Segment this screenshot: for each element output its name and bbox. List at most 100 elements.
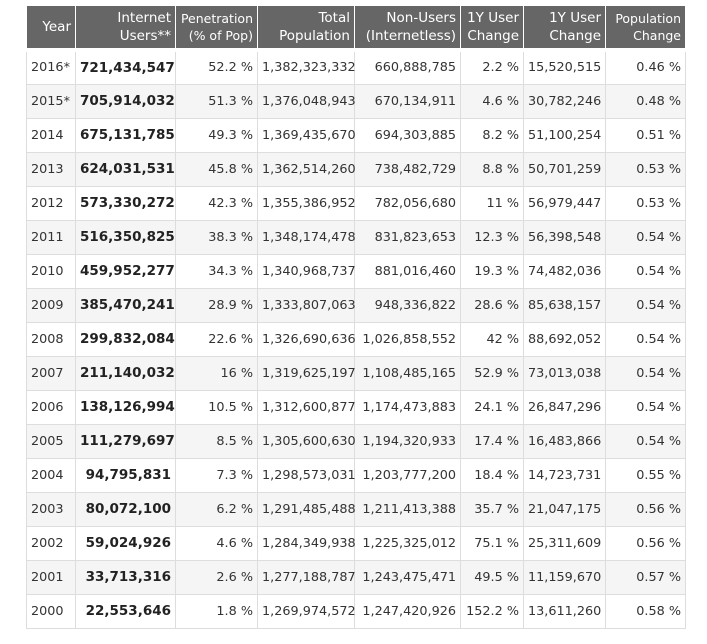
non-users-cell: 1,243,475,471 — [354, 559, 461, 595]
internet-users-table: Year Internet Users** Penetration (% of Pop)… — [26, 6, 686, 629]
non-users-cell: 738,482,729 — [354, 151, 461, 187]
internet-users-cell: 94,795,831 — [75, 457, 176, 493]
header-line: Population — [279, 28, 350, 44]
total-population-cell: 1,355,386,952 — [257, 185, 356, 221]
total-population-cell: 1,326,690,636 — [257, 321, 356, 357]
year-cell: 2006 — [26, 389, 76, 425]
total-population-cell: 1,298,573,031 — [257, 457, 356, 493]
header-line: Year — [42, 19, 71, 35]
header-line: (% of Pop) — [188, 28, 253, 43]
internet-users-cell: 624,031,531 — [75, 151, 176, 187]
non-users-cell: 1,174,473,883 — [354, 389, 461, 425]
header-line: Change — [467, 28, 519, 44]
population-change-cell: 0.56 % — [605, 525, 686, 561]
user-change-cell: 73,013,038 — [523, 355, 606, 391]
population-change-cell: 0.54 % — [605, 219, 686, 255]
table-row: 2007 211,140,032 16 % 1,319,625,197 1,108,48… — [26, 355, 686, 391]
population-change-cell: 0.53 % — [605, 151, 686, 187]
internet-users-cell: 721,434,547 — [75, 48, 176, 85]
table-row: 2014 675,131,785 49.3 % 1,369,435,670 694,30… — [26, 117, 686, 153]
header-total-population: Total Population — [257, 6, 355, 51]
user-change-cell: 85,638,157 — [523, 287, 606, 323]
total-population-cell: 1,312,600,877 — [257, 389, 356, 425]
year-cell: 2012 — [26, 185, 76, 221]
penetration-cell: 22.6 % — [175, 321, 258, 357]
penetration-cell: 10.5 % — [175, 389, 258, 425]
non-users-cell: 660,888,785 — [354, 48, 461, 85]
total-population-cell: 1,382,323,332 — [257, 48, 356, 85]
year-cell: 2005 — [26, 423, 76, 459]
user-change-cell: 21,047,175 — [523, 491, 606, 527]
non-users-cell: 1,247,420,926 — [354, 593, 461, 629]
internet-users-cell: 299,832,084 — [75, 321, 176, 357]
year-cell: 2002 — [26, 525, 76, 561]
user-change-pct-cell: 8.2 % — [460, 117, 524, 153]
table-row: 2002 59,024,926 4.6 % 1,284,349,938 1,225,32… — [26, 525, 686, 561]
user-change-cell: 16,483,866 — [523, 423, 606, 459]
user-change-cell: 15,520,515 — [523, 48, 606, 85]
user-change-pct-cell: 12.3 % — [460, 219, 524, 255]
year-cell: 2014 — [26, 117, 76, 153]
internet-users-cell: 138,126,994 — [75, 389, 176, 425]
non-users-cell: 1,225,325,012 — [354, 525, 461, 561]
table-body: 2016* 721,434,547 52.2 % 1,382,323,332 660,8… — [26, 48, 686, 629]
total-population-cell: 1,277,188,787 — [257, 559, 356, 595]
user-change-cell: 14,723,731 — [523, 457, 606, 493]
user-change-pct-cell: 18.4 % — [460, 457, 524, 493]
table-row: 2011 516,350,825 38.3 % 1,348,174,478 831,82… — [26, 219, 686, 255]
year-cell: 2009 — [26, 287, 76, 323]
penetration-cell: 34.3 % — [175, 253, 258, 289]
penetration-cell: 1.8 % — [175, 593, 258, 629]
non-users-cell: 782,056,680 — [354, 185, 461, 221]
total-population-cell: 1,305,600,630 — [257, 423, 356, 459]
user-change-pct-cell: 4.6 % — [460, 83, 524, 119]
non-users-cell: 1,211,413,388 — [354, 491, 461, 527]
non-users-cell: 670,134,911 — [354, 83, 461, 119]
header-line: Users** — [119, 28, 171, 44]
population-change-cell: 0.54 % — [605, 287, 686, 323]
total-population-cell: 1,369,435,670 — [257, 117, 356, 153]
user-change-pct-cell: 19.3 % — [460, 253, 524, 289]
non-users-cell: 1,194,320,933 — [354, 423, 461, 459]
header-line: Non-Users — [386, 10, 456, 26]
year-cell: 2004 — [26, 457, 76, 493]
internet-users-cell: 22,553,646 — [75, 593, 176, 629]
header-line: 1Y User — [549, 10, 601, 26]
internet-users-cell: 33,713,316 — [75, 559, 176, 595]
total-population-cell: 1,333,807,063 — [257, 287, 356, 323]
population-change-cell: 0.46 % — [605, 48, 686, 85]
table-row: 2016* 721,434,547 52.2 % 1,382,323,332 660,8… — [26, 48, 686, 85]
header-line: Internet — [117, 10, 171, 26]
table-row: 2012 573,330,272 42.3 % 1,355,386,952 782,05… — [26, 185, 686, 221]
internet-users-cell: 385,470,241 — [75, 287, 176, 323]
population-change-cell: 0.57 % — [605, 559, 686, 595]
penetration-cell: 6.2 % — [175, 491, 258, 527]
header-line: 1Y User — [467, 10, 519, 26]
population-change-cell: 0.53 % — [605, 185, 686, 221]
population-change-cell: 0.54 % — [605, 355, 686, 391]
internet-users-cell: 516,350,825 — [75, 219, 176, 255]
non-users-cell: 1,203,777,200 — [354, 457, 461, 493]
user-change-cell: 51,100,254 — [523, 117, 606, 153]
penetration-cell: 7.3 % — [175, 457, 258, 493]
table-row: 2004 94,795,831 7.3 % 1,298,573,031 1,203,77… — [26, 457, 686, 493]
total-population-cell: 1,284,349,938 — [257, 525, 356, 561]
penetration-cell: 42.3 % — [175, 185, 258, 221]
total-population-cell: 1,269,974,572 — [257, 593, 356, 629]
non-users-cell: 831,823,653 — [354, 219, 461, 255]
table-header-row: Year Internet Users** Penetration (% of Pop)… — [26, 6, 686, 51]
header-non-users: Non-Users (Internetless) — [354, 6, 461, 51]
user-change-pct-cell: 42 % — [460, 321, 524, 357]
penetration-cell: 49.3 % — [175, 117, 258, 153]
user-change-pct-cell: 8.8 % — [460, 151, 524, 187]
user-change-cell: 56,398,548 — [523, 219, 606, 255]
year-cell: 2011 — [26, 219, 76, 255]
header-line: Total — [318, 10, 350, 26]
user-change-cell: 30,782,246 — [523, 83, 606, 119]
internet-users-cell: 211,140,032 — [75, 355, 176, 391]
table-row: 2015* 705,914,032 51.3 % 1,376,048,943 670,1… — [26, 83, 686, 119]
non-users-cell: 694,303,885 — [354, 117, 461, 153]
header-1y-user-change-pct: 1Y User Change — [460, 6, 524, 51]
population-change-cell: 0.54 % — [605, 253, 686, 289]
penetration-cell: 52.2 % — [175, 48, 258, 85]
